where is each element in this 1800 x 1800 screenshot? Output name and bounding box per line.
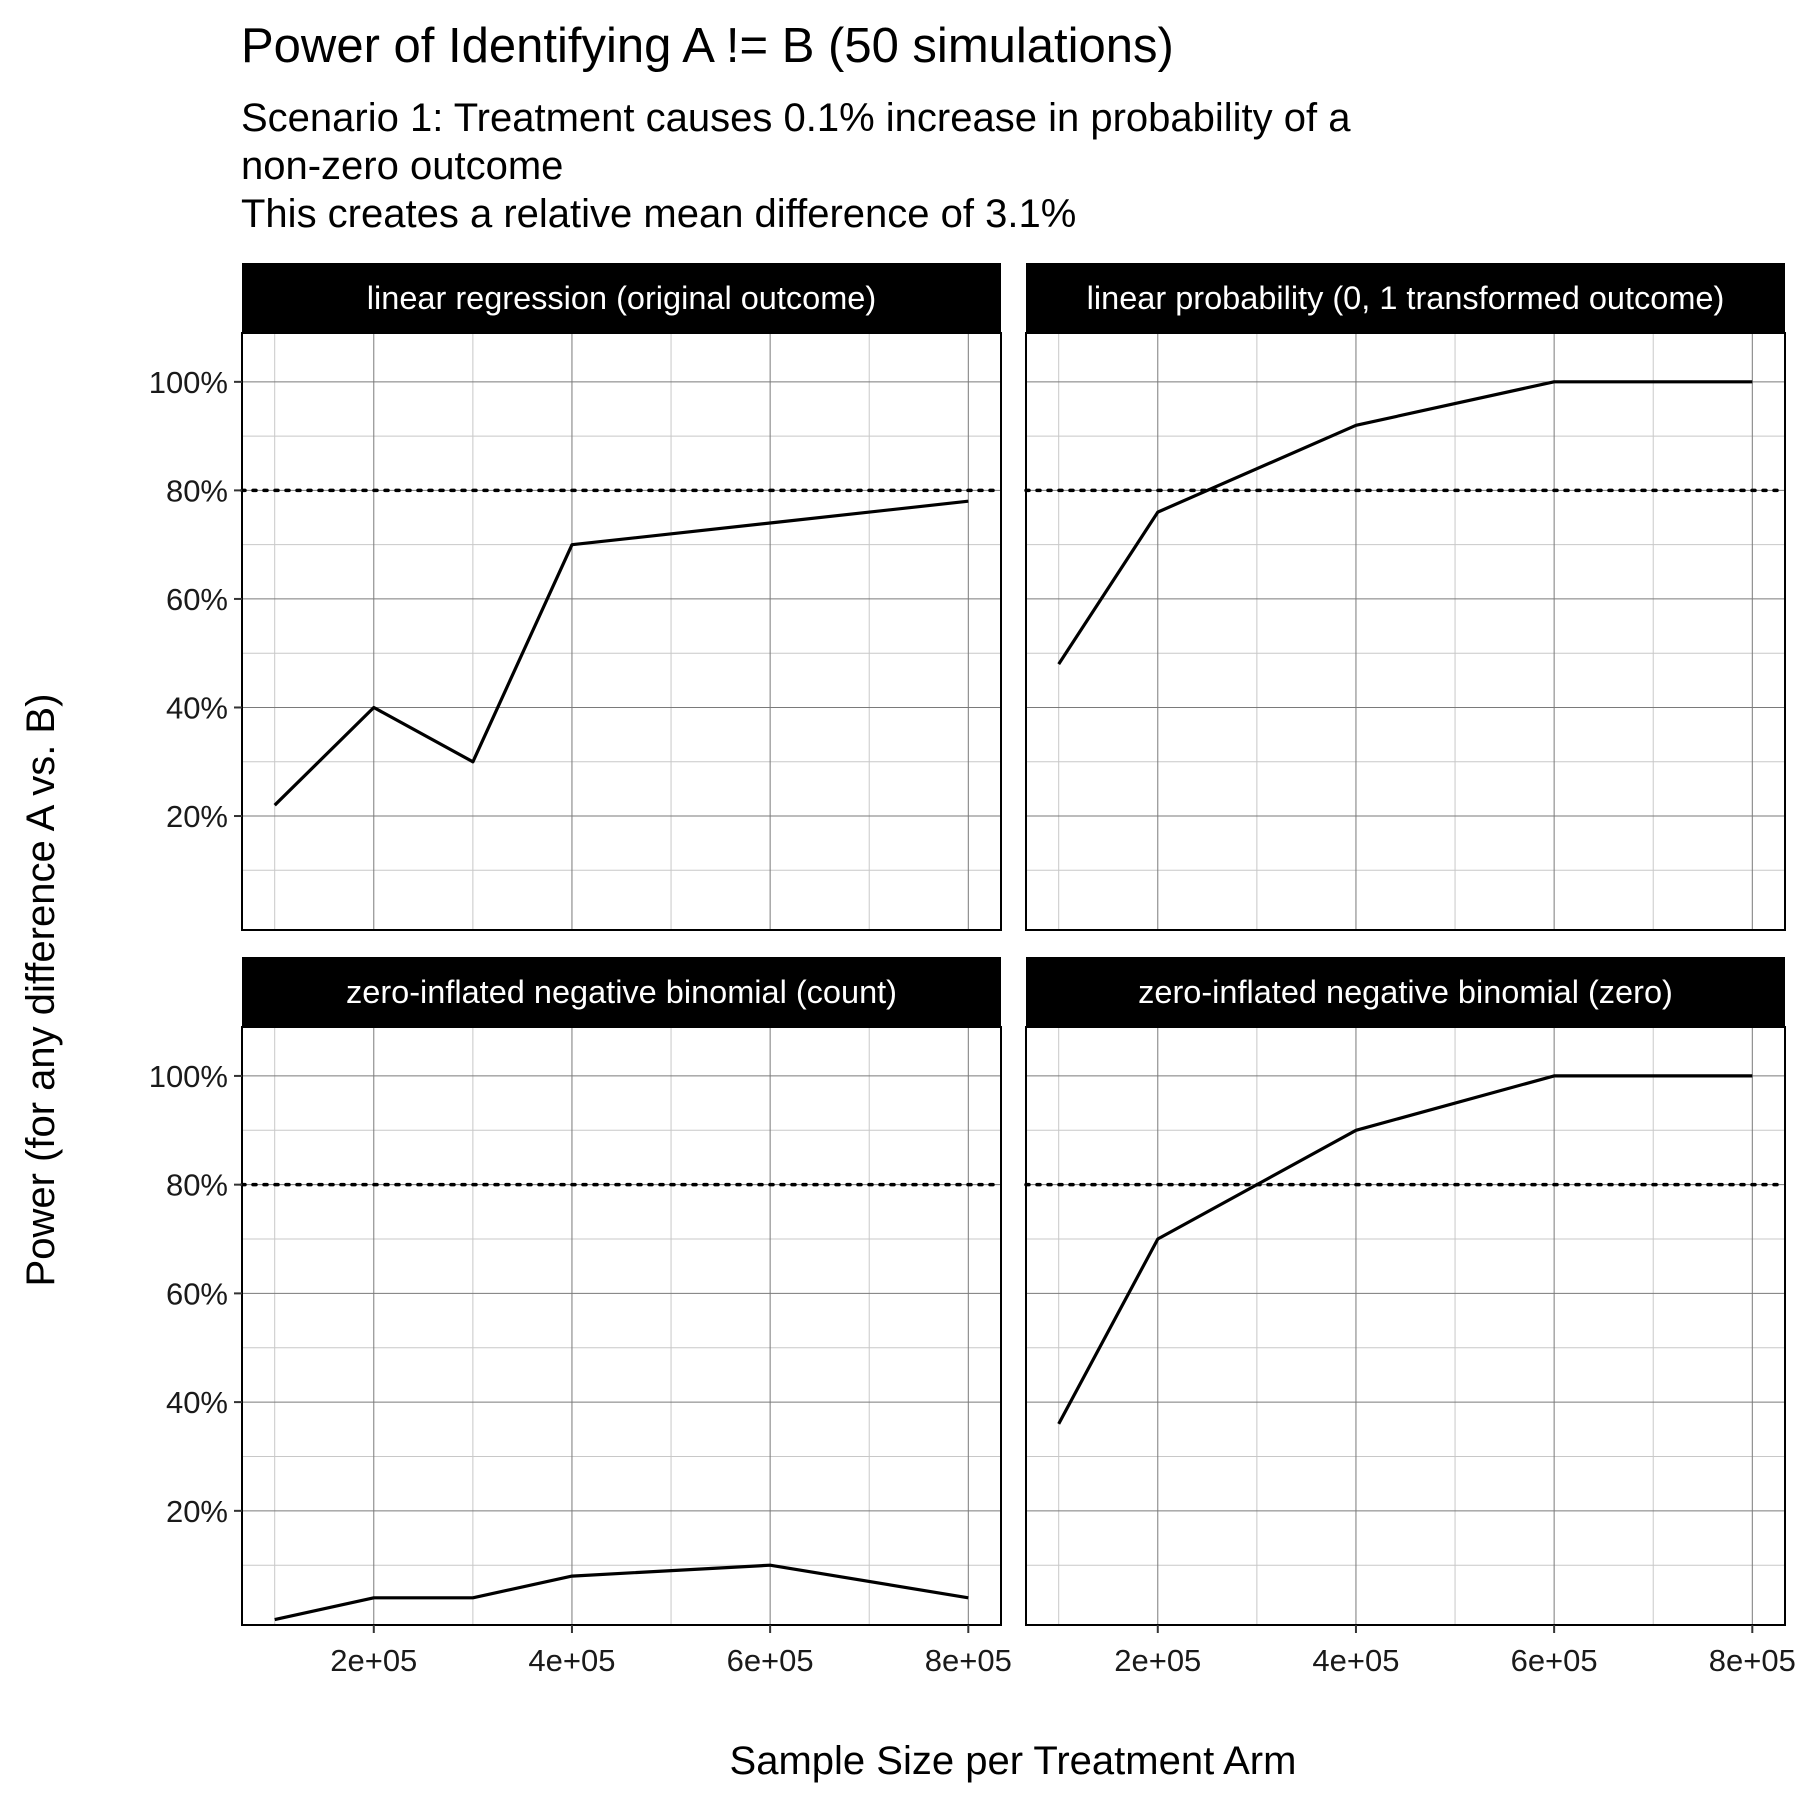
- chart-subtitle-line-2: non-zero outcome: [241, 144, 563, 188]
- facet-panel-4: zero-inflated negative binomial (zero) 2e…: [1024, 957, 1796, 1678]
- facet-strip: [242, 263, 1001, 333]
- chart-subtitle-line-3: This creates a relative mean difference …: [241, 192, 1076, 236]
- facet-strip: [242, 957, 1001, 1027]
- facet-panel-2: linear probability (0, 1 transformed out…: [1024, 263, 1787, 931]
- panel-border: [241, 1026, 1002, 1626]
- x-tick-label: 2e+05: [1114, 1643, 1201, 1678]
- series-line: [1057, 1074, 1753, 1425]
- facet-strip-label: zero-inflated negative binomial (zero): [1138, 974, 1673, 1010]
- y-tick-label: 80%: [166, 473, 228, 508]
- x-tick-label: 8e+05: [925, 1643, 1012, 1678]
- facet-panels: linear regression (original outcome) 20% 4…: [149, 263, 1796, 1678]
- panel-border: [1025, 332, 1786, 931]
- facet-strip: [1026, 957, 1785, 1027]
- y-tick-label: 60%: [166, 1276, 228, 1311]
- panel-border: [241, 332, 1002, 931]
- y-tick-label: 80%: [166, 1168, 228, 1203]
- facet-strip: [1026, 263, 1785, 333]
- y-tick-label: 40%: [166, 690, 228, 725]
- panel-border: [1025, 1026, 1786, 1626]
- series-line: [274, 1563, 969, 1622]
- y-tick-label: 100%: [149, 365, 228, 400]
- y-tick-label: 60%: [166, 582, 228, 617]
- facet-strip-label: linear regression (original outcome): [367, 280, 876, 316]
- y-tick-label: 100%: [149, 1059, 228, 1094]
- x-axis-title: Sample Size per Treatment Arm: [730, 1739, 1297, 1783]
- facet-panel-3: zero-inflated negative binomial (count) 2…: [149, 957, 1012, 1678]
- y-tick-label: 40%: [166, 1385, 228, 1420]
- x-tick-label: 8e+05: [1709, 1643, 1796, 1678]
- x-tick-label: 6e+05: [1511, 1643, 1598, 1678]
- facet-panel-1: linear regression (original outcome) 20% 4…: [149, 263, 1003, 931]
- facet-strip-label: linear probability (0, 1 transformed out…: [1087, 280, 1725, 316]
- series-line: [273, 499, 969, 807]
- x-tick-label: 4e+05: [1312, 1643, 1399, 1678]
- x-tick-label: 2e+05: [330, 1643, 417, 1678]
- x-tick-label: 6e+05: [727, 1643, 814, 1678]
- x-tick-label: 4e+05: [528, 1643, 615, 1678]
- facet-strip-label: zero-inflated negative binomial (count): [346, 974, 897, 1010]
- y-tick-label: 20%: [166, 799, 228, 834]
- y-axis-title: Power (for any difference A vs. B): [19, 694, 63, 1287]
- y-tick-label: 20%: [166, 1494, 228, 1529]
- chart-title: Power of Identifying A != B (50 simulati…: [241, 19, 1174, 73]
- series-line: [1057, 380, 1753, 665]
- chart-subtitle-line-1: Scenario 1: Treatment causes 0.1% increa…: [241, 96, 1351, 140]
